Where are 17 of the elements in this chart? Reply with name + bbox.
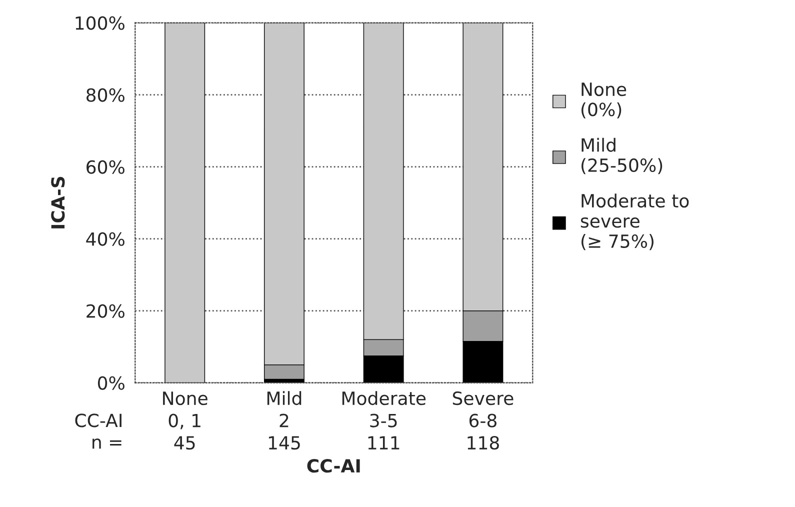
y-tick-label: 60%: [86, 160, 124, 174]
y-tick-label: 80%: [86, 88, 124, 102]
x-axis-title: CC-AI: [307, 459, 360, 473]
text: CC-AI: [75, 414, 122, 428]
legend-label: Mild (25-50%): [582, 138, 662, 174]
legend-label: Moderate to severe (≥ 75%): [580, 194, 689, 250]
legend-label: None (0%): [582, 82, 626, 118]
y-tick-label: 20%: [86, 304, 124, 318]
x-tick-label: Severe 6-8 118: [452, 391, 514, 450]
x-tick-label: Moderate 3-5 111: [342, 391, 426, 450]
y-axis-title: ICA-S: [51, 176, 65, 228]
y-tick-label: 0%: [98, 376, 124, 390]
x-tick-label: None 0, 1 45: [163, 392, 208, 450]
y-tick-label: 40%: [86, 232, 124, 246]
x-tick-label: Mild 2 145: [267, 391, 302, 450]
y-tick-label: 100%: [76, 16, 124, 30]
text: n =: [92, 438, 122, 449]
